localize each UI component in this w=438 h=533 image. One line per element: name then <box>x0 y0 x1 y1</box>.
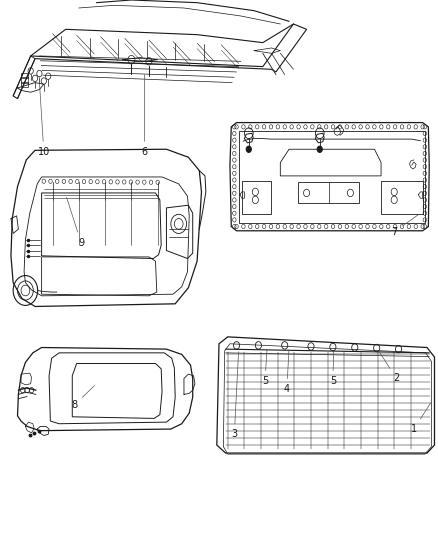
Text: 3: 3 <box>231 352 239 439</box>
Text: 9: 9 <box>67 197 84 247</box>
Text: 8: 8 <box>71 386 94 410</box>
Text: 1: 1 <box>411 402 431 434</box>
Text: 5: 5 <box>330 351 336 386</box>
Text: 10: 10 <box>38 84 50 157</box>
Text: 7: 7 <box>391 215 418 237</box>
Circle shape <box>317 146 322 152</box>
Text: 2: 2 <box>379 351 399 383</box>
Text: 6: 6 <box>141 75 148 157</box>
Text: 4: 4 <box>284 350 290 394</box>
Circle shape <box>246 146 251 152</box>
Text: 5: 5 <box>262 349 268 386</box>
